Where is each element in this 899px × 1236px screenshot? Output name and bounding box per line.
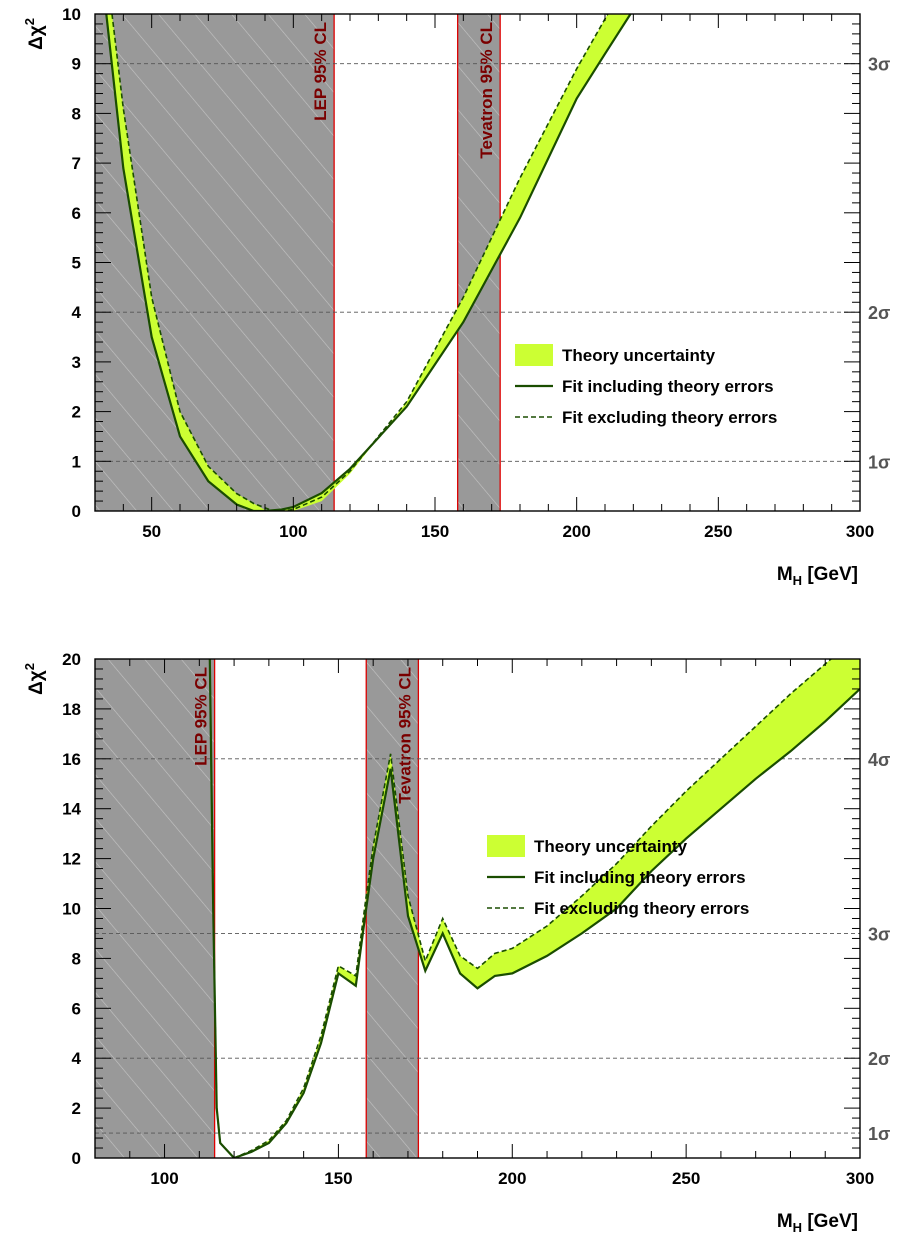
excluded-region-hatch xyxy=(95,659,215,1158)
y-tick-label: 4 xyxy=(72,303,82,322)
sigma-label: 2σ xyxy=(868,1049,890,1069)
sigma-label: 3σ xyxy=(868,55,890,75)
legend-solid-label: Fit including theory errors xyxy=(534,868,746,887)
y-axis-title-main: Δχ xyxy=(26,670,47,695)
x-tick-label: 100 xyxy=(279,522,307,541)
x-axis-title-unit: [GeV] xyxy=(802,564,858,585)
x-tick-label: 150 xyxy=(324,1169,352,1188)
y-axis-title-main: Δχ xyxy=(26,25,47,50)
y-tick-label: 3 xyxy=(72,353,81,372)
excluded-region-hatch xyxy=(95,14,335,511)
sigma-label: 1σ xyxy=(868,1124,890,1144)
x-tick-label: 300 xyxy=(846,522,874,541)
y-axis-title: Δχ2 xyxy=(22,18,47,50)
x-axis-title: MH [GeV] xyxy=(777,1211,858,1235)
x-axis-title: MH [GeV] xyxy=(777,564,858,588)
sigma-label: 3σ xyxy=(868,924,890,944)
y-tick-label: 5 xyxy=(72,254,81,273)
y-tick-label: 10 xyxy=(62,5,81,24)
y-tick-label: 16 xyxy=(62,750,81,769)
curves-group xyxy=(208,659,860,1158)
y-tick-label: 6 xyxy=(72,999,81,1018)
x-tick-label: 300 xyxy=(846,1169,874,1188)
y-tick-label: 2 xyxy=(72,1099,81,1118)
y-tick-label: 1 xyxy=(72,452,81,471)
fit-excluding-line xyxy=(111,14,609,511)
x-tick-label: 200 xyxy=(498,1169,526,1188)
plot-area xyxy=(95,659,860,1158)
y-axis-title: Δχ2 xyxy=(22,663,47,695)
y-axis-title-sup: 2 xyxy=(22,663,37,670)
x-axis-title-sub: H xyxy=(793,1220,802,1235)
y-tick-label: 9 xyxy=(72,55,81,74)
legend-band-label: Theory uncertainty xyxy=(562,346,716,365)
y-tick-label: 6 xyxy=(72,204,81,223)
curves-group xyxy=(105,14,632,511)
x-axis-title-main: M xyxy=(777,564,793,585)
y-tick-label: 18 xyxy=(62,700,81,719)
x-tick-label: 50 xyxy=(142,522,161,541)
fit-excluding-line xyxy=(209,659,833,1158)
x-tick-label: 200 xyxy=(562,522,590,541)
x-tick-label: 250 xyxy=(672,1169,700,1188)
region-label: LEP 95% CL xyxy=(192,667,211,766)
legend-dashed-label: Fit excluding theory errors xyxy=(534,899,749,918)
sigma-label: 4σ xyxy=(868,750,890,770)
legend-dashed-label: Fit excluding theory errors xyxy=(562,408,777,427)
x-tick-label: 100 xyxy=(150,1169,178,1188)
region-label: Tevatron 95% CL xyxy=(477,22,496,159)
y-tick-label: 14 xyxy=(62,800,81,819)
x-axis-title-sub: H xyxy=(793,573,802,588)
y-tick-label: 0 xyxy=(72,1149,81,1168)
sigma-label: 1σ xyxy=(868,452,890,472)
sigma-label: 2σ xyxy=(868,303,890,323)
y-axis-title-sup: 2 xyxy=(22,18,37,25)
theory-uncertainty-band xyxy=(209,659,860,1158)
legend-band-swatch xyxy=(487,835,525,857)
y-tick-label: 8 xyxy=(72,949,81,968)
y-tick-label: 4 xyxy=(72,1049,82,1068)
legend-band-swatch xyxy=(515,344,553,366)
x-axis-title-unit: [GeV] xyxy=(802,1211,858,1232)
legend-solid-label: Fit including theory errors xyxy=(562,377,774,396)
y-tick-label: 8 xyxy=(72,104,81,123)
region-label: Tevatron 95% CL xyxy=(395,667,414,804)
y-tick-label: 12 xyxy=(62,850,81,869)
y-tick-label: 0 xyxy=(72,502,81,521)
fit-including-line xyxy=(208,659,860,1158)
y-tick-label: 2 xyxy=(72,403,81,422)
y-tick-label: 7 xyxy=(72,154,81,173)
y-tick-label: 20 xyxy=(62,650,81,669)
y-tick-label: 10 xyxy=(62,900,81,919)
x-axis-title-main: M xyxy=(777,1211,793,1232)
region-label: LEP 95% CL xyxy=(311,22,330,121)
legend-band-label: Theory uncertainty xyxy=(534,837,688,856)
fit-including-line xyxy=(105,14,632,511)
x-tick-label: 250 xyxy=(704,522,732,541)
x-tick-label: 150 xyxy=(421,522,449,541)
